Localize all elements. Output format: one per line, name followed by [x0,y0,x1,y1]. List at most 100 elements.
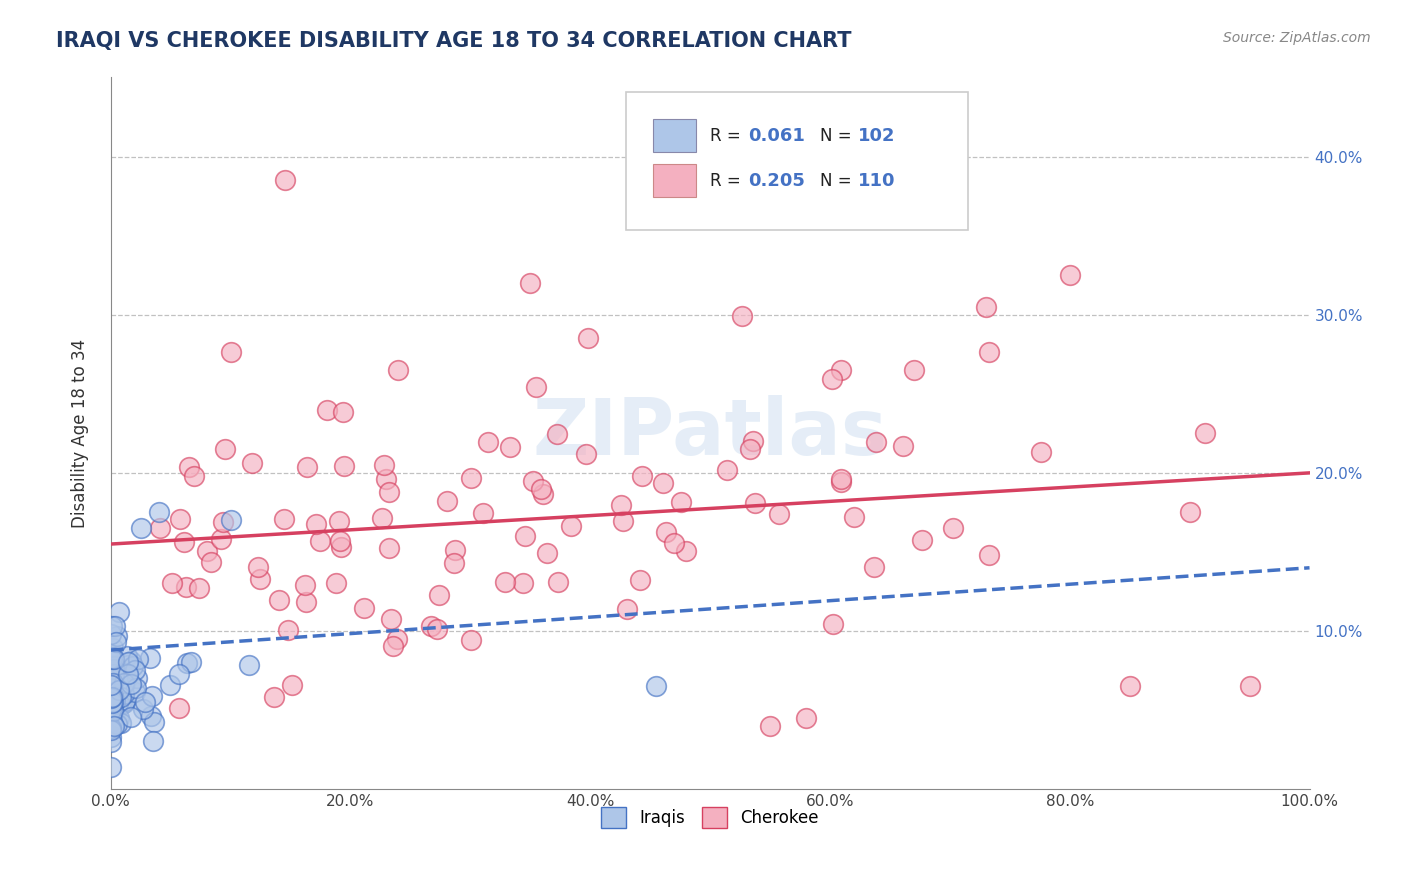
Point [200,555,222,569]
Point [100,627,122,641]
Point [103,689,125,703]
Text: N =: N = [821,171,858,190]
Point [576,330,599,344]
Point [142,734,165,748]
Point [149,521,172,535]
Point [103,672,125,686]
Point [1059,268,1081,282]
Point [120,709,142,723]
Point [100,684,122,698]
Point [177,459,200,474]
Point [120,677,142,691]
Point [159,678,181,692]
Point [114,694,136,708]
Point [628,573,651,587]
Point [101,684,124,698]
Point [436,494,458,508]
Point [443,556,465,570]
Point [114,676,136,690]
Point [443,543,465,558]
Point [494,574,516,589]
Point [100,651,122,665]
Point [107,696,129,710]
Point [120,654,142,668]
Point [979,344,1001,359]
Point [100,673,122,687]
Point [100,690,122,705]
Point [378,484,401,499]
Point [519,276,541,290]
Point [794,711,817,725]
Point [738,442,761,456]
Point [176,656,198,670]
Point [328,514,350,528]
Point [477,434,499,449]
Point [280,678,302,692]
Point [246,560,269,574]
Point [427,588,450,602]
Point [830,475,852,490]
Point [103,662,125,676]
Point [219,513,242,527]
Point [195,544,218,558]
Point [821,372,844,386]
Point [108,711,131,725]
Point [100,723,122,738]
Point [353,600,375,615]
Point [329,540,352,554]
Text: 0.205: 0.205 [748,171,806,190]
Text: Source: ZipAtlas.com: Source: ZipAtlas.com [1223,31,1371,45]
Point [560,519,582,533]
Point [100,660,122,674]
Point [575,447,598,461]
Point [662,535,685,549]
Point [371,510,394,524]
Point [103,652,125,666]
Point [382,640,405,654]
Point [616,601,638,615]
Point [530,482,553,496]
Point [100,659,122,673]
Point [100,705,122,719]
Point [671,495,693,509]
Point [114,675,136,690]
Point [460,633,482,648]
Point [100,650,122,665]
Point [101,714,124,729]
Point [125,681,148,695]
Point [830,362,852,376]
Point [419,619,441,633]
Point [460,471,482,485]
Point [333,458,356,473]
Point [100,676,122,690]
Point [100,698,122,712]
Point [863,559,886,574]
Point [100,730,122,744]
Point [652,476,675,491]
Point [536,546,558,560]
Point [212,515,235,529]
Point [375,472,398,486]
Point [385,632,408,646]
Point [823,616,845,631]
Point [911,533,934,548]
Point [512,575,534,590]
Point [132,702,155,716]
Point [844,510,866,524]
Point [1239,680,1261,694]
Point [100,671,122,685]
Point [744,496,766,510]
Point [387,363,409,377]
Point [472,507,495,521]
Point [100,721,122,735]
Point [238,658,260,673]
Point [373,458,395,472]
Point [180,655,202,669]
Point [148,505,170,519]
Point [104,706,127,720]
Text: N =: N = [821,127,858,145]
Text: ZIPatlas: ZIPatlas [533,395,887,471]
FancyBboxPatch shape [626,92,967,230]
Point [830,472,852,486]
Point [124,685,146,699]
